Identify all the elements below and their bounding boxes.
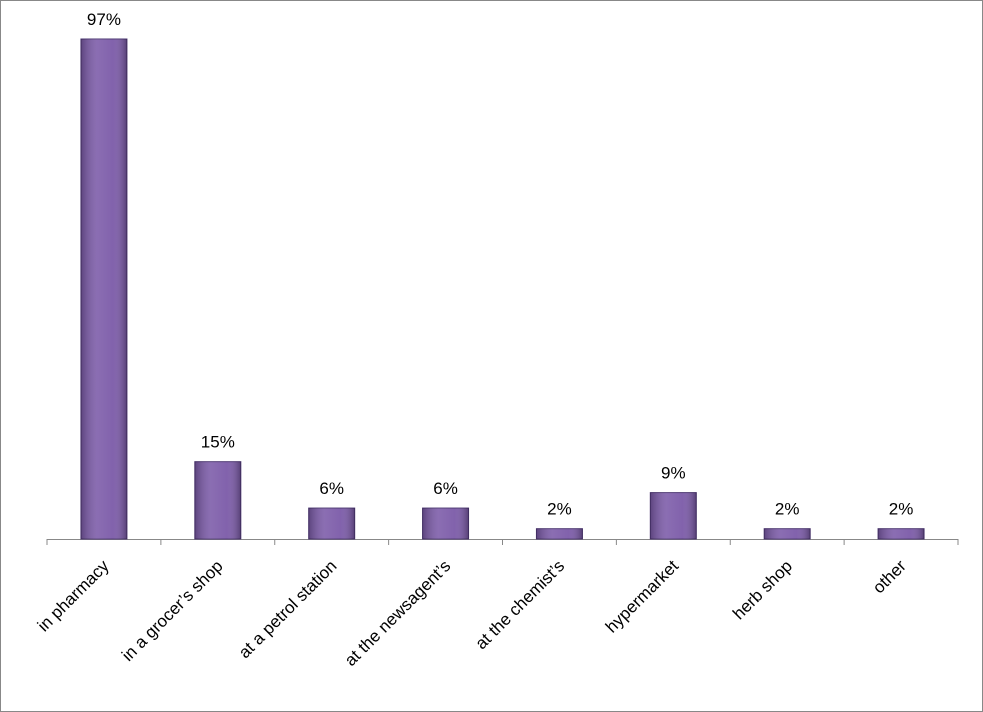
bar-shade bbox=[308, 508, 355, 539]
data-label: 6% bbox=[433, 479, 458, 498]
x-tick-label: at a petrol station bbox=[235, 556, 341, 662]
bar-shade bbox=[194, 461, 241, 539]
x-tick-label: other bbox=[869, 556, 910, 597]
x-tick-label: at the newsagent’s bbox=[341, 556, 454, 669]
data-label: 2% bbox=[775, 500, 800, 519]
x-tick-label: herb shop bbox=[729, 556, 796, 623]
bar-shade bbox=[422, 508, 469, 539]
data-label: 9% bbox=[661, 464, 686, 483]
data-label: 2% bbox=[889, 500, 914, 519]
data-label: 97% bbox=[87, 10, 121, 29]
x-tick-label: hypermarket bbox=[602, 556, 682, 636]
x-tick-label: in a grocer’s shop bbox=[118, 556, 227, 665]
x-tick-label: in pharmacy bbox=[34, 556, 113, 635]
bar-shade bbox=[878, 528, 925, 539]
data-label: 15% bbox=[201, 433, 235, 452]
data-label: 6% bbox=[319, 479, 344, 498]
bar-shade bbox=[650, 492, 697, 539]
bar-shade bbox=[764, 528, 811, 539]
x-tick-label: at the chemist’s bbox=[472, 556, 569, 653]
bar-shade bbox=[536, 528, 583, 539]
data-label: 2% bbox=[547, 500, 572, 519]
bar-shade bbox=[80, 39, 127, 539]
